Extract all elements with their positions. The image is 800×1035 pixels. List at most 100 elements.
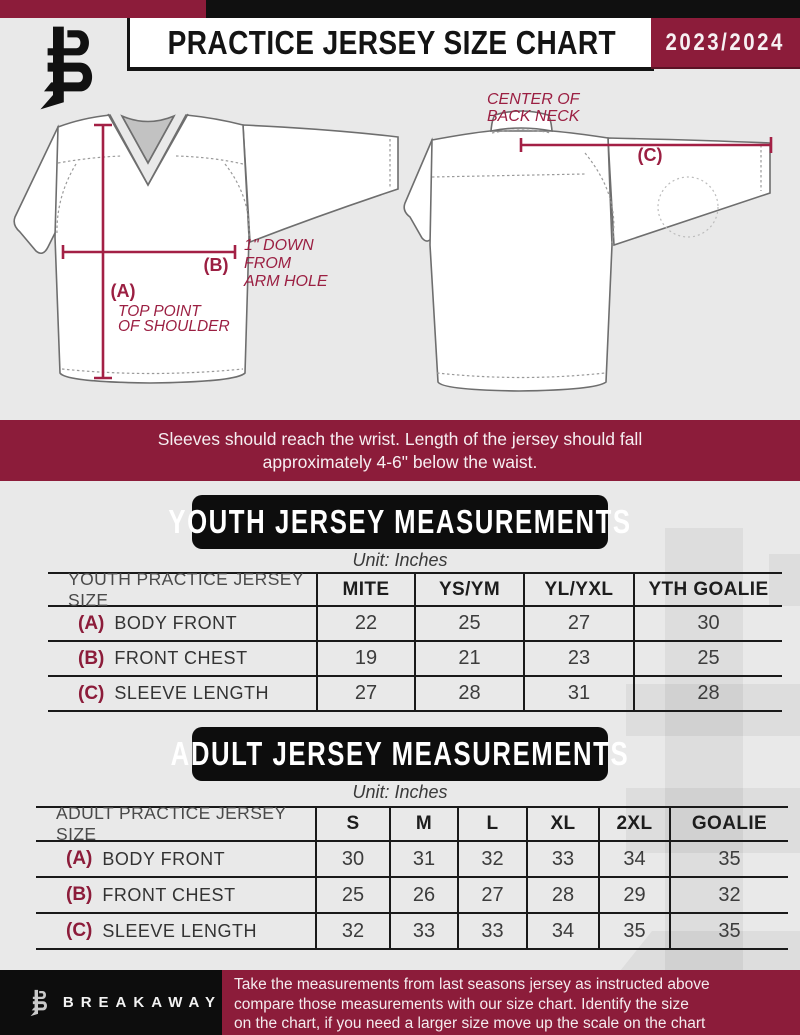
table-value: 22	[316, 607, 414, 642]
table-value: 31	[523, 677, 633, 712]
footer-note-line-1: Take the measurements from last seasons …	[234, 976, 710, 993]
adult-row-front-chest: (B) FRONT CHEST	[36, 878, 315, 914]
adult-col-xl: XL	[526, 806, 598, 842]
jersey-measurement-diagram: (B) 1" DOWN FROM ARM HOLE (A) TOP POINT …	[13, 91, 773, 392]
table-value: 23	[523, 642, 633, 677]
front-right-sleeve	[242, 124, 399, 244]
youth-banner-title: YOUTH JERSEY MEASUREMENTS	[168, 503, 632, 540]
back-elbow-seam	[657, 176, 719, 238]
adult-section-banner: ADULT JERSEY MEASUREMENTS	[171, 727, 628, 781]
front-seams	[56, 139, 391, 375]
table-value: 27	[316, 677, 414, 712]
table-value: 25	[315, 878, 389, 914]
front-collar-outer	[107, 113, 189, 187]
table-value: 30	[315, 842, 389, 878]
table-value: 21	[414, 642, 523, 677]
adult-table-header-label: ADULT PRACTICE JERSEY SIZE	[36, 803, 315, 844]
marker-a-note-2: OF SHOULDER	[118, 318, 230, 335]
marker-b-note-1: 1" DOWN	[244, 237, 314, 254]
youth-size-table: YOUTH PRACTICE JERSEY SIZE MITE YS/YM YL…	[48, 569, 782, 712]
top-strip-black	[206, 0, 800, 18]
table-value: 32	[315, 914, 389, 950]
adult-col-m: M	[389, 806, 457, 842]
measurement-lines	[61, 123, 773, 380]
adult-row-body-front: (A) BODY FRONT	[36, 842, 315, 878]
adult-col-2xl: 2XL	[598, 806, 669, 842]
front-collar-inner	[121, 115, 175, 165]
youth-col-ylyxl: YL/YXL	[523, 572, 633, 607]
youth-section-banner: YOUTH JERSEY MEASUREMENTS	[168, 495, 630, 549]
page-title-box: PRACTICE JERSEY SIZE CHART	[127, 18, 654, 67]
footer-brand-logo-icon	[30, 989, 48, 1016]
adult-col-s: S	[315, 806, 389, 842]
footer-note-line-2: compare those measurements with our size…	[234, 995, 689, 1013]
back-seams	[431, 129, 762, 379]
table-value: 32	[457, 842, 526, 878]
adult-col-goalie: GOALIE	[669, 806, 788, 842]
adult-unit-label: Unit: Inches	[352, 782, 448, 802]
logo-bottom-bowl	[44, 62, 93, 92]
footer-note: Take the measurements from last seasons …	[222, 970, 800, 1035]
youth-col-goalie: YTH GOALIE	[633, 572, 782, 607]
table-value: 35	[669, 914, 788, 950]
youth-row-front-chest: (B) FRONT CHEST	[48, 642, 316, 677]
youth-table-header-label: YOUTH PRACTICE JERSEY SIZE	[48, 569, 316, 610]
marker-c-label: (C)	[638, 145, 663, 165]
season-badge: 2023/2024	[651, 18, 800, 69]
notice-line-1: Sleeves should reach the wrist. Length o…	[157, 428, 643, 449]
front-jersey-diagram	[13, 113, 399, 384]
adult-size-table: ADULT PRACTICE JERSEY SIZE S M L XL 2XL …	[36, 803, 788, 950]
table-value: 28	[526, 878, 598, 914]
page-title: PRACTICE JERSEY SIZE CHART	[167, 23, 617, 61]
back-jersey-diagram	[403, 110, 771, 392]
youth-col-ysym: YS/YM	[414, 572, 523, 607]
table-value: 29	[598, 878, 669, 914]
brand-logo-icon	[40, 26, 93, 110]
table-value: 34	[598, 842, 669, 878]
marker-a-note-1: TOP POINT	[118, 303, 202, 320]
table-value: 31	[389, 842, 457, 878]
table-value: 26	[389, 878, 457, 914]
table-value: 32	[669, 878, 788, 914]
marker-c-note-1: CENTER OF	[487, 91, 581, 108]
table-value: 27	[457, 878, 526, 914]
table-value: 25	[414, 607, 523, 642]
logo-top-bowl	[47, 30, 89, 56]
adult-row-sleeve-length: (C) SLEEVE LENGTH	[36, 914, 315, 950]
table-value: 34	[526, 914, 598, 950]
table-value: 25	[633, 642, 782, 677]
marker-b-label: (B)	[204, 255, 229, 275]
table-value: 28	[414, 677, 523, 712]
table-value: 19	[316, 642, 414, 677]
table-value: 30	[633, 607, 782, 642]
youth-col-mite: MITE	[316, 572, 414, 607]
table-value: 28	[633, 677, 782, 712]
back-right-sleeve	[607, 137, 771, 247]
marker-c-note-2: BACK NECK	[487, 108, 581, 125]
table-value: 33	[526, 842, 598, 878]
back-collar	[490, 110, 553, 132]
footer-brand-name: BREAKAWAY	[62, 994, 222, 1011]
top-strip-maroon	[0, 0, 206, 18]
youth-row-sleeve-length: (C) SLEEVE LENGTH	[48, 677, 316, 712]
footer-note-line-3: on the chart, if you need a larger size …	[234, 1015, 706, 1032]
marker-a-label: (A)	[111, 281, 136, 301]
adult-col-l: L	[457, 806, 526, 842]
marker-b-note-2: FROM	[244, 255, 292, 272]
table-value: 35	[669, 842, 788, 878]
notice-banner: Sleeves should reach the wrist. Length o…	[0, 420, 800, 481]
youth-row-body-front: (A) BODY FRONT	[48, 607, 316, 642]
table-value: 33	[389, 914, 457, 950]
diagram-labels: (B) 1" DOWN FROM ARM HOLE (A) TOP POINT …	[111, 91, 663, 335]
adult-banner-title: ADULT JERSEY MEASUREMENTS	[170, 735, 630, 772]
table-value: 35	[598, 914, 669, 950]
footer-brand-area: BREAKAWAY	[0, 970, 222, 1035]
season-label: 2023/2024	[665, 28, 786, 56]
table-value: 27	[523, 607, 633, 642]
marker-b-note-3: ARM HOLE	[243, 273, 328, 290]
notice-line-2: approximately 4-6" below the waist.	[262, 451, 538, 472]
table-value: 33	[457, 914, 526, 950]
back-body	[429, 130, 613, 392]
youth-unit-label: Unit: Inches	[352, 550, 448, 570]
